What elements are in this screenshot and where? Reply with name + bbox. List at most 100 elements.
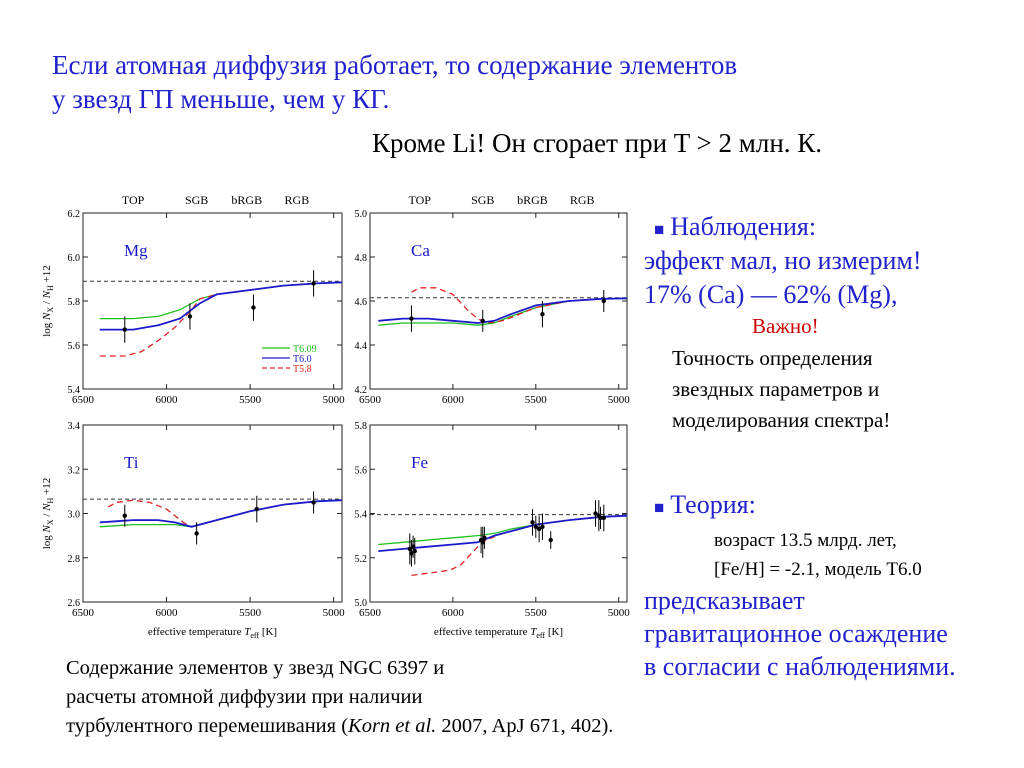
panel-ca-data-point xyxy=(480,318,485,323)
panel-fe-y-tick-label: 5.2 xyxy=(355,554,368,565)
panel-ca-series-T5-8 xyxy=(411,287,628,324)
abundance-figure: 5.4 5.6 5.8 6.0 6.2 6500 6000 5500 5000 Mg 4.2 4.4 4… xyxy=(41,193,631,640)
panel-fe-data-point xyxy=(412,548,417,554)
theory-line-3: предсказывает xyxy=(644,586,805,615)
slide-title: Если атомная диффузия работает, то содер… xyxy=(52,48,912,116)
title-line-1: Если атомная диффузия работает, то содер… xyxy=(52,50,738,80)
phase-label-rgb: RGB xyxy=(570,193,595,207)
panel-fe-data-point xyxy=(540,524,545,529)
panel-fe-data-point xyxy=(598,515,603,521)
panel-fe-x-tick-label: 6500 xyxy=(359,607,382,619)
panel-fe-data-point xyxy=(407,546,412,552)
panel-mg-x-tick-label: 6500 xyxy=(72,394,95,406)
theory-block: ■ Теория: возраст 13.5 млрд. лет, [Fe/H] … xyxy=(644,490,1024,683)
panel-ti-data-point xyxy=(311,500,316,505)
panel-ti-x-tick-label: 5000 xyxy=(323,607,346,619)
panel-mg-data-point xyxy=(122,327,127,332)
observations-line-2: 17% (Ca) — 62% (Mg), xyxy=(644,280,898,309)
panel-ti-series-T6-09 xyxy=(99,499,343,528)
panel-ca-x-tick-label: 6500 xyxy=(359,394,382,406)
phase-label-top: TOP xyxy=(409,193,432,207)
panel-fe-data-point xyxy=(548,537,553,543)
observations-line-1: эффект мал, но измерим! xyxy=(644,246,922,275)
phase-label-sgb: SGB xyxy=(471,193,494,207)
panel-fe-x-tick-label: 6000 xyxy=(442,607,465,619)
caption-reference: 2007, ApJ 671, 402). xyxy=(436,715,614,737)
phase-label-rgb: RGB xyxy=(285,193,310,207)
panel-fe-element-label: Fe xyxy=(411,453,428,472)
caption-line-3: турбулентного перемешивания (Korn et al.… xyxy=(66,712,613,741)
bullet-icon: ■ xyxy=(654,220,665,239)
panel-fe-data-point xyxy=(593,511,598,516)
phase-label-top: TOP xyxy=(122,193,145,207)
panel-fe-y-tick-label: 5.6 xyxy=(355,465,368,476)
panel-ti-y-tick-label: 3.4 xyxy=(68,421,81,432)
bullet-icon: ■ xyxy=(654,498,665,517)
panel-mg-series-T6-0 xyxy=(99,281,343,331)
panel-mg-element-label: Mg xyxy=(124,241,148,260)
phase-label-sgb: SGB xyxy=(185,193,208,207)
caption-line-2: расчеты атомной диффузии при наличии xyxy=(66,686,423,708)
figure-caption: Содержание элементов у звезд NGC 6397 и … xyxy=(66,654,613,741)
theory-heading: Теория: xyxy=(670,490,756,519)
accuracy-line-1: Точность определения xyxy=(672,346,873,370)
caption-text: турбулентного перемешивания ( xyxy=(66,715,349,737)
panel-fe-data-point xyxy=(410,544,416,549)
title-line-2: у звезд ГП меньше, чем у КГ. xyxy=(52,84,390,114)
panel-ca-x-tick-label: 5500 xyxy=(525,394,548,406)
panel-fe-series-T6-0 xyxy=(378,514,628,552)
y-axis-title: log NX / NH +12 xyxy=(41,478,55,550)
caption-line-1: Содержание элементов у звезд NGC 6397 и xyxy=(66,657,445,679)
panel-ca-x-tick-label: 5000 xyxy=(608,394,631,406)
panel-ti-data-point xyxy=(254,506,259,512)
panel-mg-data-point xyxy=(187,314,193,319)
accuracy-line-3: моделирования спектра! xyxy=(672,408,891,432)
panel-fe-data-point xyxy=(533,524,539,529)
panel-fe-data-point xyxy=(530,520,535,525)
panel-fe-data-point xyxy=(601,515,606,521)
panel-ca-frame xyxy=(369,212,628,390)
panel-fe-data-point xyxy=(536,526,542,532)
panel-ti-series-T5-8 xyxy=(107,499,343,528)
observations-block: ■ Наблюдения: эффект мал, но измерим! 17%… xyxy=(644,212,1024,436)
panel-fe-x-tick-label: 5000 xyxy=(608,607,631,619)
legend-label-T6-0: T6.0 xyxy=(293,354,312,365)
panel-fe-frame xyxy=(369,424,628,603)
slide-subtitle: Кроме Li! Он сгорает при T > 2 млн. К. xyxy=(372,128,823,158)
panel-mg-x-tick-label: 6000 xyxy=(156,394,179,406)
legend-label-T6-09: T6.09 xyxy=(293,344,317,355)
panel-ca-data-point xyxy=(540,312,545,317)
panel-ti-series-T6-0 xyxy=(99,499,343,528)
caption-authors: Korn et al. xyxy=(348,715,437,737)
panel-ti-frame xyxy=(82,424,343,603)
panel-ti-y-tick-label: 2.6 xyxy=(68,598,81,609)
panel-fe-series-T6-09 xyxy=(378,515,628,546)
panel-ca-y-tick-label: 5.0 xyxy=(355,209,368,220)
panel-ti-x-tick-label: 6500 xyxy=(72,607,95,619)
panel-ca-y-tick-label: 4.6 xyxy=(355,297,368,308)
panel-ti-x-tick-label: 5500 xyxy=(239,607,262,619)
panel-ti-y-tick-label: 3.0 xyxy=(68,510,81,521)
panel-mg-series-T6-09 xyxy=(99,281,343,320)
panel-fe-y-tick-label: 5.4 xyxy=(355,510,368,521)
panel-fe-x-tick-label: 5500 xyxy=(525,607,548,619)
theory-line-5: в согласии с наблюдениями. xyxy=(644,652,956,681)
panel-ti-data-point xyxy=(194,531,199,536)
panel-mg-y-tick-label: 5.8 xyxy=(68,297,81,308)
panel-mg-y-tick-label: 5.6 xyxy=(68,341,81,352)
panel-mg-y-tick-label: 6.2 xyxy=(68,209,81,220)
theory-age: возраст 13.5 млрд. лет, xyxy=(714,530,897,551)
panel-ca-y-tick-label: 4.8 xyxy=(355,253,368,264)
legend-label-T5-8: T5.8 xyxy=(293,364,312,375)
panel-ca-series-T6-0 xyxy=(378,297,628,324)
panel-mg-y-tick-label: 5.4 xyxy=(68,385,81,396)
important-note: Важно! xyxy=(752,314,819,338)
panel-mg-data-point xyxy=(311,281,316,286)
panel-ti-x-tick-label: 6000 xyxy=(156,607,179,619)
panel-fe-data-point xyxy=(409,551,414,556)
panel-mg-x-tick-label: 5000 xyxy=(323,394,346,406)
panel-ca-x-tick-label: 6000 xyxy=(442,394,465,406)
y-axis-title: log NX / NH +12 xyxy=(41,265,55,337)
theory-line-4: гравитационное осаждение xyxy=(644,619,948,648)
phase-label-brgb: bRGB xyxy=(517,193,548,207)
